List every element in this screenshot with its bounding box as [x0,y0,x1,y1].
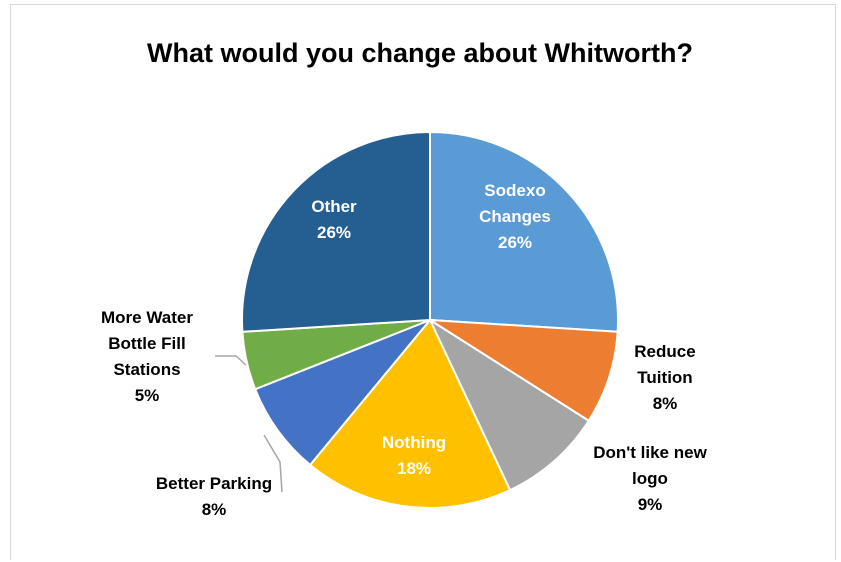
slice-label: Sodexo Changes 26% [479,181,551,252]
leader-line [263,434,283,493]
slice-label: More Water Bottle Fill Stations 5% [101,308,193,405]
pie-slice [427,317,591,492]
slice-label: Nothing 18% [382,433,446,478]
pie-slice [429,319,619,423]
slice-label: Don't like new logo 9% [593,443,707,514]
pie-slice [429,130,619,333]
slice-label: Better Parking 8% [156,474,272,519]
pie-slice [253,319,431,467]
slice-label: Other 26% [311,197,357,242]
slice-label: Reduce Tuition 8% [634,342,695,413]
leader-line [215,355,247,366]
pie-slice [308,318,512,509]
pie-slice [241,130,431,333]
chart-title: What would you change about Whitworth? [147,38,693,68]
